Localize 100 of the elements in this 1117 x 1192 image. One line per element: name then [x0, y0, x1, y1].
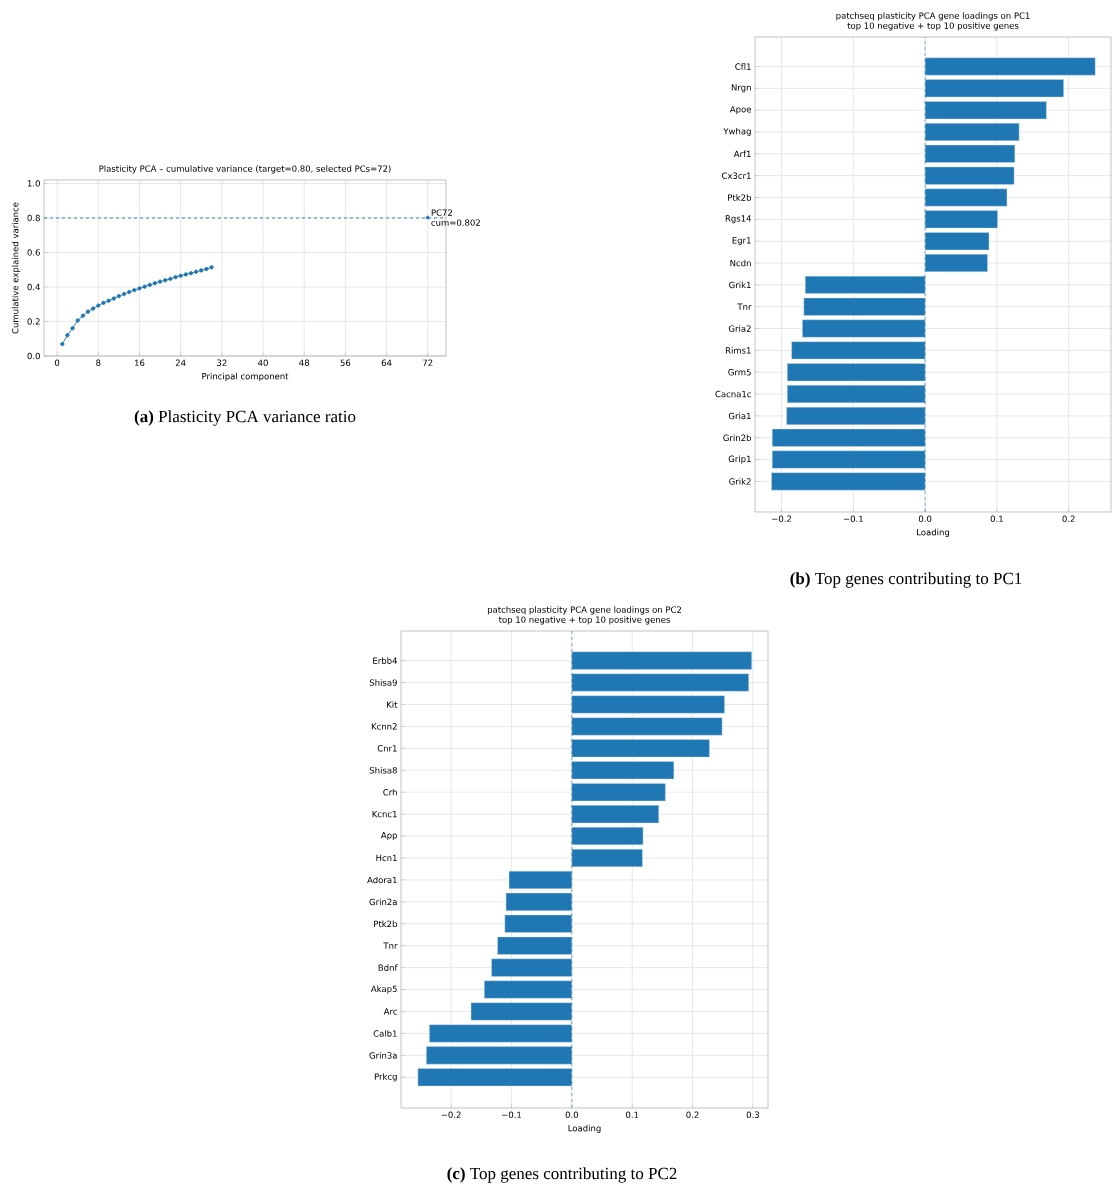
y-tick-label: Gria1	[728, 412, 751, 420]
y-axis-title: Cumulative explained variance	[11, 202, 21, 334]
x-axis-title: Principal component	[202, 372, 289, 382]
point	[65, 333, 70, 338]
point	[425, 215, 430, 220]
y-tick-label: Rims1	[725, 347, 751, 354]
y-tick-label: Nrgn	[731, 84, 751, 93]
point	[85, 309, 91, 314]
point	[173, 274, 178, 280]
x-tick-label: −0.1	[502, 1111, 522, 1118]
x-tick-label: −0.1	[843, 515, 863, 522]
y-tick-label: Kcnn2	[371, 723, 397, 730]
y-tick-label: Akap5	[370, 985, 397, 994]
y-tick-label: Grip1	[728, 455, 751, 464]
y-tick-label: Shisa8	[369, 766, 397, 774]
point	[209, 265, 214, 270]
y-tick-label: Cnr1	[377, 745, 397, 752]
text: (c) Top genes contributing to PC2	[447, 1167, 677, 1183]
y-tick-label: Ptk2b	[728, 194, 751, 201]
y-tick-label: Gria2	[728, 325, 751, 332]
point	[111, 296, 116, 301]
x-tick-label: 40	[258, 359, 268, 366]
x-tick-label: 0.2	[686, 1111, 699, 1118]
y-tick-label: Grin2b	[723, 434, 751, 442]
y-tick-label: 0.6	[27, 249, 40, 256]
y-tick-label: Arc	[383, 1008, 397, 1015]
point	[60, 341, 65, 347]
x-tick-label: −0.2	[772, 515, 792, 522]
text: (b) Top genes contributing to PC1	[790, 572, 1022, 588]
y-tick-label: 0.2	[27, 318, 40, 325]
point	[96, 303, 101, 308]
x-tick-label: 8	[96, 359, 101, 366]
y-tick-label: Erbb4	[373, 657, 397, 664]
y-tick-label: Kit	[387, 701, 398, 708]
x-tick-label: 24	[175, 359, 186, 366]
point	[168, 276, 173, 282]
x-tick-label: 0.0	[918, 515, 932, 522]
y-tick-label: Calb1	[373, 1030, 397, 1037]
point	[70, 326, 75, 331]
y-tick-label: Bdnf	[378, 964, 398, 971]
y-tick-label: Apoe	[729, 106, 752, 115]
y-tick-label: 0.8	[27, 214, 40, 222]
y-tick-label: Cx3cr1	[721, 172, 751, 179]
y-tick-label: Tnr	[737, 303, 752, 310]
y-tick-label: Ywhag	[723, 127, 751, 137]
y-tick-label: Grin3a	[369, 1052, 397, 1059]
x-axis-title: Loading	[568, 1124, 601, 1134]
y-tick-label: Tnr	[383, 942, 398, 949]
x-tick-label: 48	[299, 359, 310, 366]
y-tick-label: Kcnc1	[372, 810, 397, 818]
x-tick-label: 0.0	[565, 1111, 579, 1118]
y-tick-label: Ptk2b	[374, 920, 397, 928]
y-tick-label: Prkcg	[374, 1073, 397, 1082]
point	[178, 273, 183, 278]
point	[106, 298, 111, 303]
x-axis-title: Loading	[917, 528, 950, 538]
x-tick-label: 32	[217, 359, 227, 366]
y-tick-label: Rgs14	[725, 215, 751, 224]
x-tick-label: 72	[423, 359, 433, 366]
chart-title: patchseq plasticity PCA gene loadings on PC1	[836, 12, 1030, 21]
x-tick-label: 0	[54, 359, 60, 366]
y-tick-label: 0.0	[27, 352, 40, 360]
point	[121, 291, 127, 297]
chart-subtitle: top 10 negative + top 10 positive genes	[498, 616, 670, 625]
y-tick-label: Crh	[383, 788, 397, 796]
y-tick-label: Grik1	[729, 281, 751, 289]
point	[157, 279, 163, 284]
y-tick-label: Shisa9	[369, 679, 397, 686]
y-tick-label: Grik2	[729, 478, 751, 485]
y-tick-label: 1.0	[27, 180, 40, 187]
chart-title: Plasticity PCA – cumulative variance (target=0.80, selected PCs=72)	[99, 165, 391, 174]
x-tick-label: −0.2	[441, 1111, 461, 1118]
y-tick-label: App	[380, 832, 397, 841]
y-tick-label: Egr1	[732, 237, 751, 246]
y-tick-label: Cacna1c	[715, 390, 751, 398]
y-tick-label: Adora1	[367, 876, 397, 884]
annotation: PC72 cum=0.802	[431, 209, 480, 226]
point	[147, 282, 152, 288]
x-tick-label: 0.3	[746, 1111, 759, 1118]
point	[127, 289, 132, 295]
point	[183, 272, 188, 277]
y-tick-label: Grm5	[728, 369, 751, 376]
chart-subtitle: top 10 negative + top 10 positive genes	[847, 22, 1019, 31]
point	[142, 284, 147, 289]
chart-title: patchseq plasticity PCA gene loadings on PC2	[487, 606, 682, 615]
x-tick-label: 56	[340, 359, 351, 366]
x-tick-label: 16	[135, 359, 145, 366]
y-tick-label: Arf1	[733, 150, 751, 158]
point	[132, 287, 137, 293]
y-tick-label: Grin2a	[369, 898, 397, 906]
point	[101, 300, 106, 305]
y-tick-label: Hcn1	[376, 854, 397, 862]
y-tick-label: Cfl1	[735, 63, 751, 70]
point	[75, 318, 80, 323]
y-tick-label: Ncdn	[730, 259, 751, 267]
x-tick-label: 0.1	[626, 1111, 639, 1118]
point	[163, 278, 168, 283]
point	[137, 286, 142, 291]
x-tick-label: 0.2	[1062, 515, 1075, 522]
x-tick-label: 0.1	[990, 515, 1003, 522]
